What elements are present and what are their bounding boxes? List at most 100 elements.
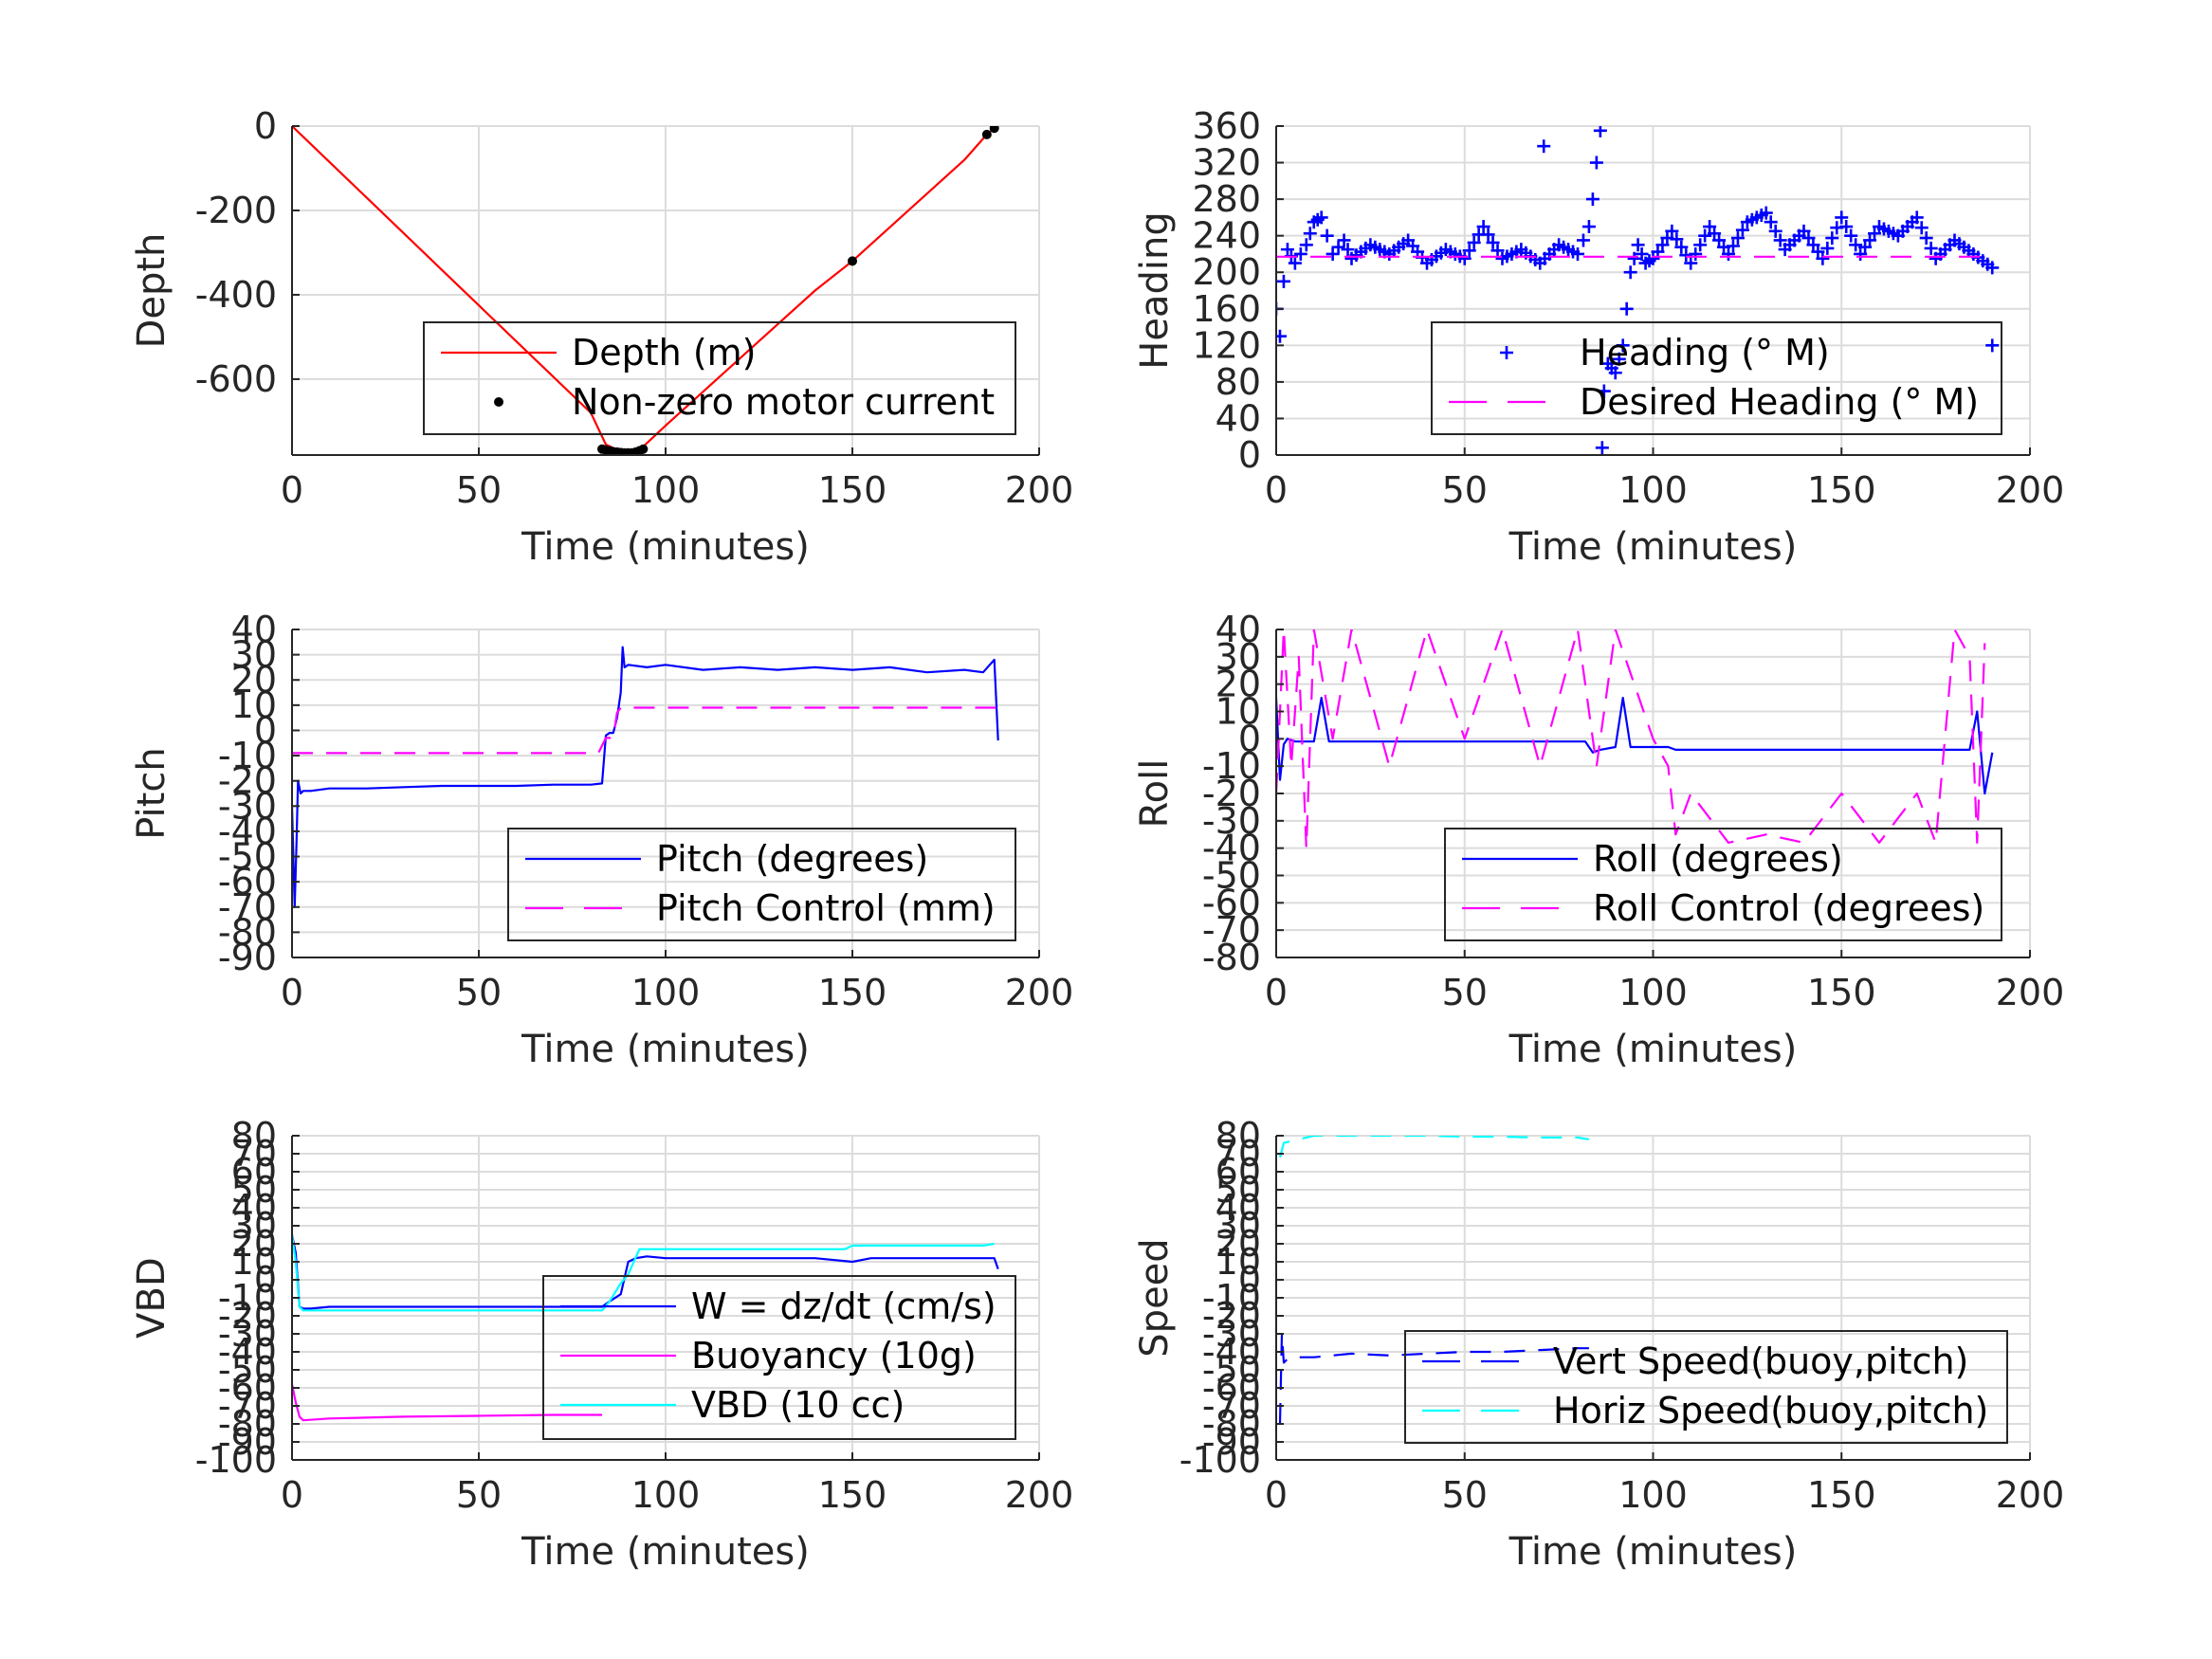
data-point — [1764, 215, 1778, 229]
legend-box — [1431, 321, 2002, 435]
y-tick-label: -50 — [1202, 855, 1261, 897]
legend: Pitch (degrees) Pitch Control (mm) — [507, 828, 1016, 941]
x-tick-label: 100 — [631, 972, 701, 1013]
legend-swatch — [494, 397, 503, 407]
y-tick-label: -30 — [1202, 800, 1261, 842]
y-tick-label: 40 — [1216, 1187, 1261, 1229]
data-point — [1276, 274, 1290, 288]
x-axis-label: Time (minutes) — [521, 1028, 810, 1071]
legend-box — [507, 828, 1016, 941]
legend-label: Desired Heading (° M) — [1580, 381, 1979, 423]
y-tick-label: -400 — [195, 274, 277, 316]
legend-box — [423, 321, 1016, 435]
data-point — [1708, 227, 1722, 241]
x-tick-label: 50 — [456, 972, 502, 1013]
y-tick-label: 0 — [254, 1259, 277, 1301]
y-tick-label: -40 — [1202, 1331, 1261, 1373]
y-tick-label: -90 — [218, 937, 277, 978]
y-tick-label: 20 — [231, 1223, 277, 1265]
y-tick-label: -10 — [1202, 1277, 1261, 1319]
data-point — [1712, 233, 1727, 247]
legend-label: Pitch Control (mm) — [656, 887, 996, 929]
x-tick-label: 50 — [1442, 469, 1488, 511]
y-tick-label: 60 — [231, 1151, 277, 1193]
y-tick-label: -60 — [218, 861, 277, 902]
data-point — [1722, 246, 1735, 261]
x-tick-label: 0 — [281, 469, 303, 511]
data-point — [1844, 228, 1858, 243]
data-point — [1689, 246, 1703, 261]
y-tick-label: 160 — [1192, 288, 1261, 330]
x-tick-label: 150 — [1807, 469, 1876, 511]
data-point — [1655, 238, 1670, 252]
data-point — [1816, 251, 1830, 265]
y-tick-label: -80 — [218, 911, 277, 953]
y-tick-label: -40 — [218, 811, 277, 852]
data-point — [1919, 231, 1933, 246]
y-tick-label: 10 — [1216, 691, 1261, 733]
plot-area — [292, 126, 999, 455]
y-tick-label: 40 — [231, 1187, 277, 1229]
y-axis-label: Roll — [1133, 759, 1177, 829]
plot-area — [292, 1234, 999, 1422]
y-tick-label: 30 — [1216, 1205, 1261, 1247]
data-point — [1616, 338, 1630, 353]
data-point — [1589, 155, 1603, 170]
series-line-1 — [292, 1234, 999, 1310]
y-tick-label: -100 — [1179, 1439, 1261, 1481]
data-point — [1462, 244, 1476, 258]
y-tick-label: 50 — [231, 1169, 277, 1211]
y-tick-label: -60 — [218, 1367, 277, 1409]
data-point — [1481, 228, 1495, 242]
x-tick-label: 50 — [456, 1474, 502, 1516]
data-point — [1627, 251, 1641, 265]
legend-box — [1404, 1330, 2008, 1444]
y-tick-label: -50 — [1202, 1349, 1261, 1391]
data-point — [1635, 246, 1649, 261]
data-point — [1801, 231, 1816, 246]
y-tick-label: -200 — [195, 190, 277, 231]
data-point — [1486, 235, 1500, 249]
data-point — [1773, 233, 1787, 247]
legend-label: W = dz/dt (cm/s) — [691, 1285, 996, 1327]
data-point — [1811, 245, 1825, 259]
y-tick-label: 20 — [1216, 1223, 1261, 1265]
series-line-3 — [292, 1234, 995, 1312]
x-tick-label: 200 — [1005, 469, 1074, 511]
legend-label: Horiz Speed(buoy,pitch) — [1553, 1390, 1988, 1431]
y-tick-label: 50 — [1216, 1169, 1261, 1211]
data-point — [1693, 238, 1708, 252]
data-point — [1730, 231, 1745, 246]
legend-box — [1444, 828, 2002, 941]
y-tick-label: 0 — [1238, 718, 1261, 759]
data-point — [1684, 256, 1698, 270]
y-tick-label: 60 — [1216, 1151, 1261, 1193]
y-tick-label: -50 — [218, 836, 277, 878]
data-point — [1735, 223, 1749, 237]
x-tick-label: 100 — [631, 469, 701, 511]
legend-label: Vert Speed(buoy,pitch) — [1553, 1340, 1968, 1382]
plot-area — [1278, 1136, 1590, 1425]
data-point — [1868, 227, 1882, 241]
y-tick-label: -600 — [195, 358, 277, 400]
data-point — [1576, 233, 1590, 247]
series-line-2 — [292, 1383, 602, 1422]
y-tick-label: 70 — [231, 1133, 277, 1175]
data-point — [1820, 241, 1835, 255]
y-tick-label: 0 — [254, 709, 277, 751]
data-point — [1839, 220, 1854, 234]
x-tick-label: 200 — [1996, 1474, 2065, 1516]
y-tick-label: 20 — [231, 659, 277, 701]
y-tick-label: 360 — [1192, 105, 1261, 147]
plot-area — [1276, 126, 2000, 455]
data-point — [1490, 244, 1505, 258]
data-point — [1571, 246, 1584, 261]
legend-swatch — [1500, 346, 1513, 359]
y-tick-label: 40 — [1216, 609, 1261, 650]
y-tick-label: -70 — [218, 886, 277, 928]
y-tick-label: -20 — [218, 1295, 277, 1337]
data-point — [1863, 233, 1877, 247]
data-point — [1985, 261, 2000, 275]
y-tick-label: 80 — [1216, 1115, 1261, 1157]
